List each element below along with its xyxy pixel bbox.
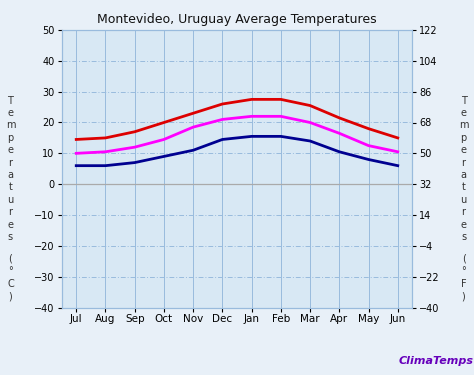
Text: (
°
F
): ( ° F ) bbox=[461, 254, 466, 301]
Text: ClimaTemps: ClimaTemps bbox=[399, 356, 474, 366]
Text: T
e
m
p
e
r
a
t
u
r
e
s: T e m p e r a t u r e s bbox=[6, 96, 15, 242]
Text: (
°
C
): ( ° C ) bbox=[7, 254, 14, 301]
Title: Montevideo, Uruguay Average Temperatures: Montevideo, Uruguay Average Temperatures bbox=[97, 13, 377, 26]
Text: T
e
m
p
e
r
a
t
u
r
e
s: T e m p e r a t u r e s bbox=[459, 96, 468, 242]
